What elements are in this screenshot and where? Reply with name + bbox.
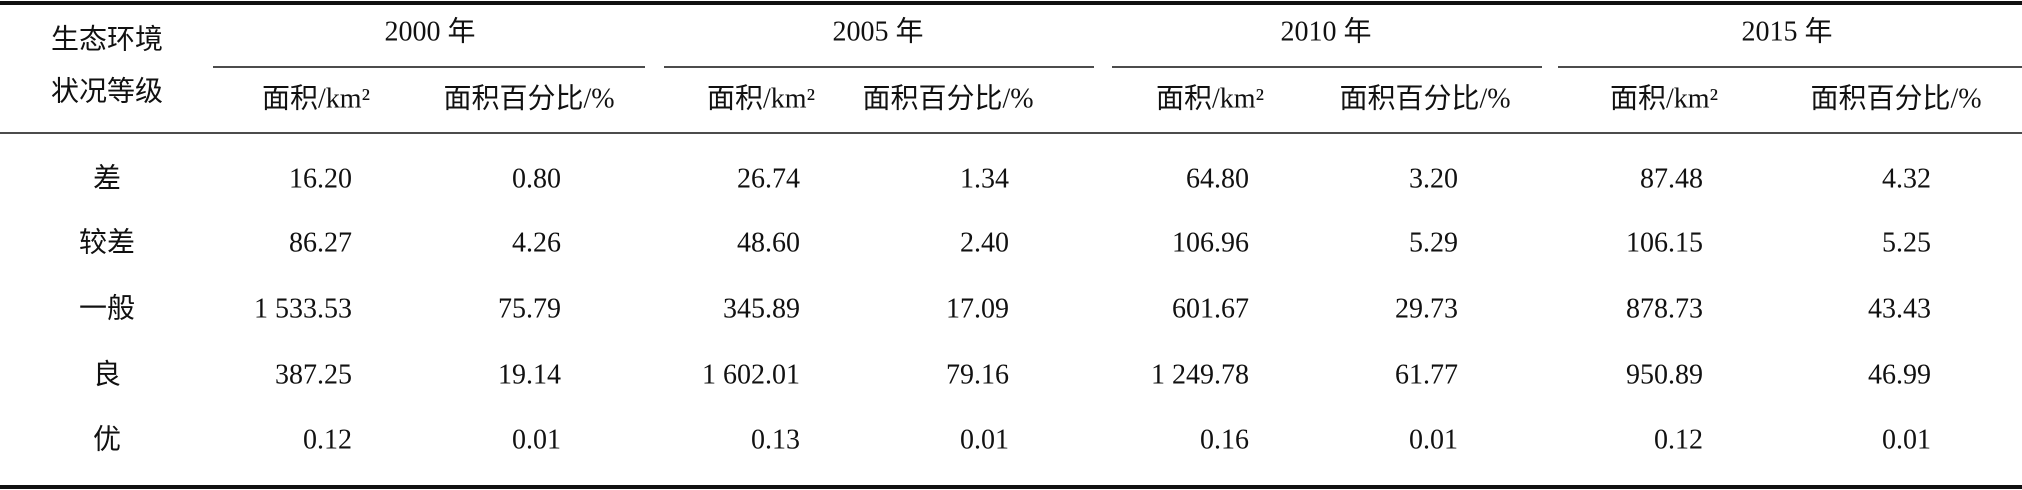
value-cell: 46.99 <box>1868 359 1931 390</box>
row-header: 生态环境 <box>51 23 163 55</box>
column-header: 面积/km² <box>1610 83 1718 114</box>
value-cell: 0.80 <box>512 163 561 194</box>
value-cell: 17.09 <box>946 293 1009 324</box>
value-cell: 16.20 <box>289 163 352 194</box>
value-cell: 0.01 <box>512 424 561 455</box>
column-header: 面积百分比/% <box>1339 82 1510 114</box>
value-cell: 0.12 <box>1654 424 1703 455</box>
value-cell: 0.01 <box>1409 424 1458 455</box>
column-header: 面积/km² <box>707 83 815 114</box>
value-cell: 19.14 <box>498 359 561 390</box>
value-cell: 48.60 <box>737 227 800 258</box>
value-cell: 0.13 <box>751 424 800 455</box>
value-cell: 1 533.53 <box>254 293 352 324</box>
value-cell: 87.48 <box>1640 163 1703 194</box>
year-header: 2005 年 <box>832 15 923 47</box>
value-cell: 601.67 <box>1172 293 1249 324</box>
value-cell: 950.89 <box>1626 359 1703 390</box>
value-cell: 79.16 <box>946 359 1009 390</box>
value-cell: 0.01 <box>1882 424 1931 455</box>
value-cell: 1.34 <box>960 163 1009 194</box>
column-header: 面积百分比/% <box>1810 82 1981 114</box>
value-cell: 2.40 <box>960 227 1009 258</box>
value-cell: 61.77 <box>1395 359 1458 390</box>
grade-cell: 良 <box>93 358 121 390</box>
value-cell: 0.01 <box>960 424 1009 455</box>
value-cell: 0.12 <box>303 424 352 455</box>
grade-cell: 较差 <box>79 226 135 258</box>
value-cell: 106.96 <box>1172 227 1249 258</box>
grade-cell: 优 <box>93 423 121 455</box>
column-header: 面积/km² <box>1156 83 1264 114</box>
grade-cell: 一般 <box>79 292 135 324</box>
value-cell: 75.79 <box>498 293 561 324</box>
column-header: 面积百分比/% <box>443 82 614 114</box>
row-header: 状况等级 <box>51 75 163 107</box>
value-cell: 1 249.78 <box>1151 359 1249 390</box>
value-cell: 43.43 <box>1868 293 1931 324</box>
value-cell: 4.26 <box>512 227 561 258</box>
year-header: 2015 年 <box>1741 15 1832 47</box>
value-cell: 64.80 <box>1186 163 1249 194</box>
value-cell: 3.20 <box>1409 163 1458 194</box>
value-cell: 387.25 <box>275 359 352 390</box>
value-cell: 26.74 <box>737 163 800 194</box>
value-cell: 5.29 <box>1409 227 1458 258</box>
value-cell: 878.73 <box>1626 293 1703 324</box>
value-cell: 5.25 <box>1882 227 1931 258</box>
value-cell: 345.89 <box>723 293 800 324</box>
value-cell: 4.32 <box>1882 163 1931 194</box>
value-cell: 86.27 <box>289 227 352 258</box>
column-header: 面积/km² <box>262 83 370 114</box>
value-cell: 0.16 <box>1200 424 1249 455</box>
grade-cell: 差 <box>93 162 121 194</box>
year-header: 2000 年 <box>384 15 475 47</box>
year-header: 2010 年 <box>1280 15 1371 47</box>
value-cell: 1 602.01 <box>702 359 800 390</box>
value-cell: 106.15 <box>1626 227 1703 258</box>
column-header: 面积百分比/% <box>862 82 1033 114</box>
value-cell: 29.73 <box>1395 293 1458 324</box>
